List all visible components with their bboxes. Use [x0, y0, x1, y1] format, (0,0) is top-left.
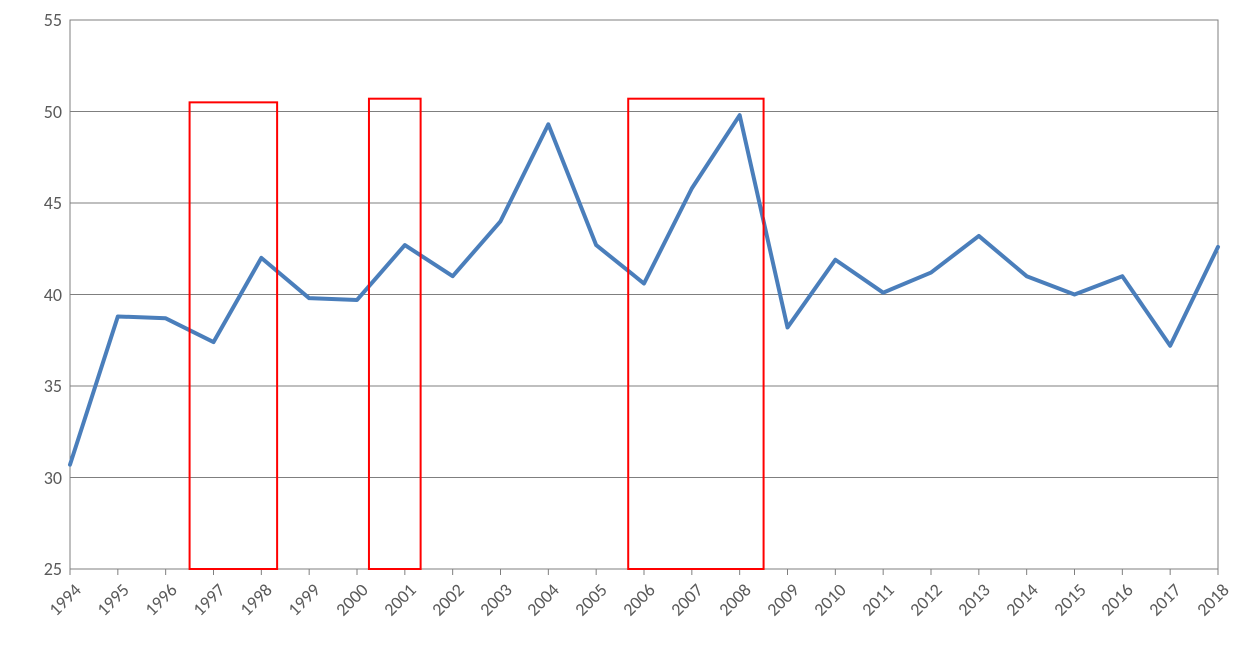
y-tick-label: 45: [44, 192, 62, 214]
chart-svg: [0, 0, 1238, 648]
y-tick-label: 25: [44, 558, 62, 580]
highlight-box: [628, 99, 763, 569]
y-tick-label: 35: [44, 375, 62, 397]
y-tick-label: 50: [44, 101, 62, 123]
data-line: [70, 115, 1218, 465]
line-chart: 2530354045505519941995199619971998199920…: [0, 0, 1238, 648]
y-tick-label: 30: [44, 467, 62, 489]
y-tick-label: 40: [44, 284, 62, 306]
highlight-box: [369, 99, 421, 569]
y-tick-label: 55: [44, 9, 62, 31]
